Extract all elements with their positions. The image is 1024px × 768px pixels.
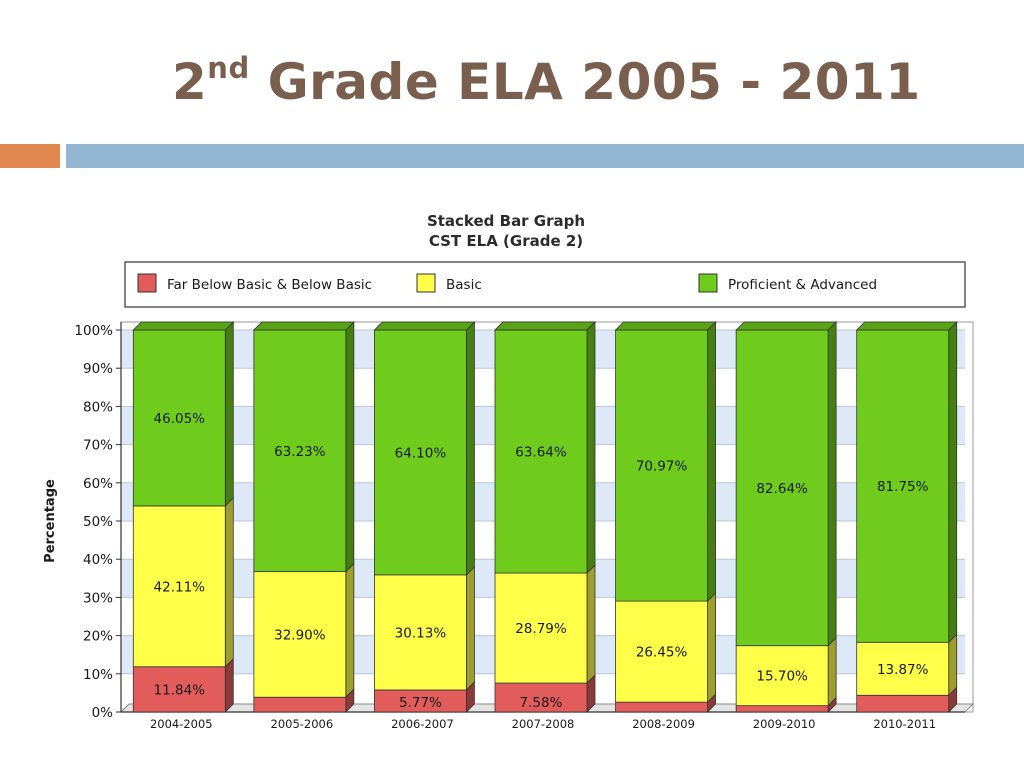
y-tick-label: 40% — [83, 552, 113, 568]
legend-swatch — [137, 273, 157, 293]
bar-top — [494, 321, 596, 331]
plot-area: 0% 10% 20% 30% 40% 50% 60% 70% 80% 90% 100% Percent… — [43, 320, 975, 731]
bar-segment — [374, 574, 467, 691]
data-label: 70.97% — [636, 459, 688, 475]
slide-title-number: 2 — [172, 53, 208, 111]
bar-segment — [253, 571, 347, 698]
x-tick-label: 2006-2007 — [391, 717, 454, 731]
bar-segment — [374, 329, 467, 576]
x-tick-label: 2010-2011 — [873, 717, 936, 731]
data-label: 42.11% — [154, 579, 206, 595]
data-label: 13.87% — [877, 662, 929, 678]
bar-segment-side — [466, 321, 475, 576]
data-label: 15.70% — [756, 669, 808, 685]
bar-segment-side — [948, 633, 958, 697]
y-tick-label: 70% — [83, 438, 113, 454]
data-label: 11.84% — [154, 682, 206, 698]
bar-segment-side — [707, 321, 716, 603]
slide-title: 2nd Grade ELA 2005 - 2011 — [172, 52, 921, 112]
legend-label: Proficient & Advanced — [728, 277, 877, 293]
slide-title-text: Grade ELA 2005 - 2011 — [249, 53, 921, 111]
data-label: 26.45% — [636, 645, 688, 661]
data-label: 63.64% — [515, 445, 567, 461]
legend-label: Far Below Basic & Below Basic — [167, 277, 372, 293]
slide-title-superscript: nd — [207, 51, 250, 85]
bar-segment-side — [224, 657, 234, 713]
accent-bar-orange — [0, 144, 60, 168]
chart-title-line2: CST ELA (Grade 2) — [429, 232, 583, 250]
bar-segment-side — [345, 321, 355, 573]
data-label: 81.75% — [877, 479, 929, 495]
accent-bar-blue — [66, 144, 1024, 168]
y-tick-label: 10% — [83, 667, 113, 683]
bar-segment-side — [224, 496, 234, 668]
bar-segment — [615, 600, 708, 703]
y-tick-label: 0% — [92, 705, 114, 721]
chart-title-line1: Stacked Bar Graph — [427, 212, 585, 230]
bar-top — [614, 321, 717, 331]
legend-swatch — [698, 273, 718, 293]
bar-top — [252, 321, 355, 331]
y-axis-label: Percentage — [43, 479, 58, 563]
data-label: 32.90% — [274, 627, 326, 643]
chart-legend — [124, 261, 966, 308]
bar-segment — [735, 705, 829, 713]
bar-top — [132, 321, 235, 331]
data-label: 5.77% — [399, 695, 442, 711]
bar-segment-side — [707, 592, 716, 704]
bar-segment-side — [827, 636, 837, 707]
bar-segment-side — [466, 565, 475, 691]
y-tick-label: 50% — [83, 514, 113, 530]
y-tick-label: 60% — [83, 476, 113, 492]
bar-segment — [494, 572, 588, 684]
bar-segment-side — [827, 321, 837, 647]
bar-segment — [615, 701, 708, 713]
y-tick-label: 20% — [83, 629, 113, 645]
x-tick-label: 2008-2009 — [632, 717, 695, 731]
bar-segment-side — [345, 562, 355, 699]
bar-segment — [856, 694, 950, 713]
data-label: 63.23% — [274, 444, 326, 460]
bar-top — [373, 321, 476, 331]
x-tick-label: 2005-2006 — [271, 717, 334, 731]
bar-segment — [494, 682, 588, 713]
y-tick-label: 90% — [83, 361, 113, 377]
bar-segment — [253, 329, 347, 572]
y-tick-label: 80% — [83, 399, 113, 415]
bar-segment-side — [586, 564, 596, 685]
bar-segment — [615, 329, 708, 602]
bar-top — [735, 321, 838, 331]
bar-segment-side — [948, 321, 958, 644]
bar-segment — [735, 329, 829, 647]
x-tick-label: 2009-2010 — [753, 717, 816, 731]
y-tick-label: 100% — [74, 323, 113, 339]
bar-segment — [132, 666, 226, 713]
x-tick-label: 2004-2005 — [150, 717, 213, 731]
legend-items: Far Below Basic & Below Basic Basic Profic… — [137, 273, 877, 293]
bar-segment-side — [224, 321, 234, 507]
legend-label: Basic — [446, 277, 482, 293]
bar-segment-side — [586, 320, 596, 575]
bar-top — [855, 321, 958, 331]
bar-segment — [856, 329, 950, 643]
bar-segment — [735, 645, 829, 707]
bar-segment — [253, 696, 347, 713]
data-label: 28.79% — [515, 621, 567, 637]
x-tick-label: 2007-2008 — [512, 717, 575, 731]
data-label: 64.10% — [395, 445, 447, 461]
bar-segment — [132, 329, 226, 507]
data-label: 46.05% — [154, 411, 206, 427]
y-tick-label: 30% — [83, 590, 113, 606]
data-label: 7.58% — [520, 695, 563, 711]
data-label: 30.13% — [395, 625, 447, 641]
legend-swatch — [416, 273, 436, 293]
data-label: 82.64% — [756, 481, 808, 497]
